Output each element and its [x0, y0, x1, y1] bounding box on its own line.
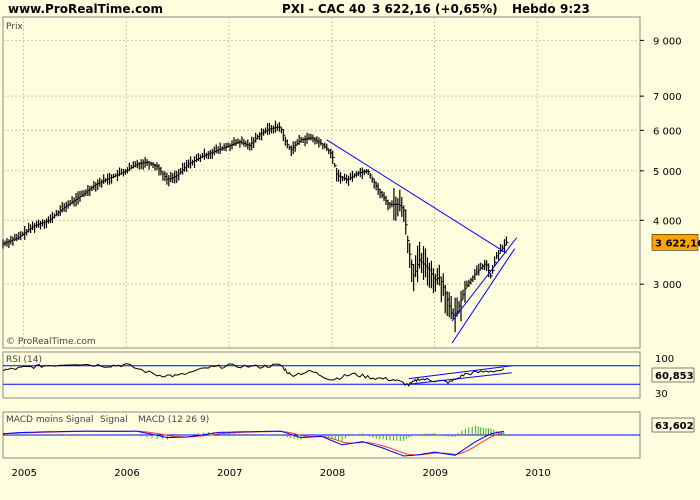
- site-name: www.ProRealTime.com: [8, 2, 163, 16]
- price-panel-frame: [2, 16, 641, 349]
- y-tick-label: 7 000: [653, 92, 682, 103]
- y-tick-label: 3 000: [653, 280, 682, 291]
- ticker-name: PXI - CAC 40: [282, 2, 366, 16]
- trendline: [326, 139, 507, 254]
- watermark: © ProRealTime.com: [6, 337, 96, 347]
- y-tick-label: 6 000: [653, 126, 682, 137]
- rsi-value-box: [651, 367, 695, 383]
- period-label: Hebdo: [512, 2, 556, 16]
- trendlines: [326, 139, 518, 344]
- x-tick-label: 2009: [423, 468, 448, 479]
- macd-value-box: [651, 417, 695, 433]
- x-tick-label: 2005: [12, 468, 37, 479]
- last-price-value: 3 622,16: [655, 238, 700, 249]
- rsi-level-lines: [3, 365, 640, 385]
- rsi-panel-frame: [2, 351, 641, 399]
- y-tick-label: 5 000: [653, 167, 682, 178]
- rsi-current-value: 60,853: [655, 371, 694, 382]
- vertical-gridlines: [23, 17, 538, 458]
- y-tick-label: 9 000: [653, 36, 682, 47]
- y-tick-label: 4 000: [653, 216, 682, 227]
- last-price-tag: 3 622,16: [651, 234, 700, 251]
- quote-value: 3 622,16 (+0,65%): [372, 2, 498, 16]
- macd-label-a: MACD moins Signal: [6, 415, 94, 425]
- price-panel-label: Prix: [6, 22, 23, 32]
- macd-series: [2, 430, 504, 457]
- trendline: [451, 237, 518, 322]
- rsi-tick-100: 100: [655, 354, 674, 365]
- rsi-trend-channel: [408, 365, 512, 385]
- rsi-trendline: [408, 365, 512, 380]
- rsi-tick-30: 30: [655, 389, 668, 400]
- x-tick-label: 2007: [217, 468, 242, 479]
- macd-panel: MACD moins Signal Signal MACD (12 26 9) …: [2, 411, 695, 459]
- rsi-panel: RSI (14) 100 30 60,853: [2, 351, 695, 400]
- header-bar: www.ProRealTime.com PXI - CAC 40 3 622,1…: [8, 2, 590, 16]
- macd-current-value: 63,602: [655, 421, 694, 432]
- x-tick-label: 2006: [114, 468, 139, 479]
- rsi-label: RSI (14): [6, 355, 42, 365]
- macd-line: [2, 430, 505, 457]
- x-tick-label: 2008: [320, 468, 345, 479]
- rsi-trendline: [408, 372, 512, 385]
- trendline: [451, 248, 516, 344]
- macd-histogram: [5, 425, 505, 441]
- x-tick-label: 2010: [525, 468, 550, 479]
- price-bars: [2, 120, 509, 333]
- macd-label-c: MACD (12 26 9): [138, 415, 209, 425]
- price-panel: 3 000 4 000 5 000 6 000 7 000 9 000 Prix © Pr…: [2, 16, 700, 458]
- x-axis: 2005 2006 2007 2008 2009 2010: [12, 468, 551, 479]
- time-label: 9:23: [560, 2, 590, 16]
- price-axis-ticks: 3 000 4 000 5 000 6 000 7 000 9 000: [640, 36, 682, 291]
- macd-label-b: Signal: [100, 415, 128, 425]
